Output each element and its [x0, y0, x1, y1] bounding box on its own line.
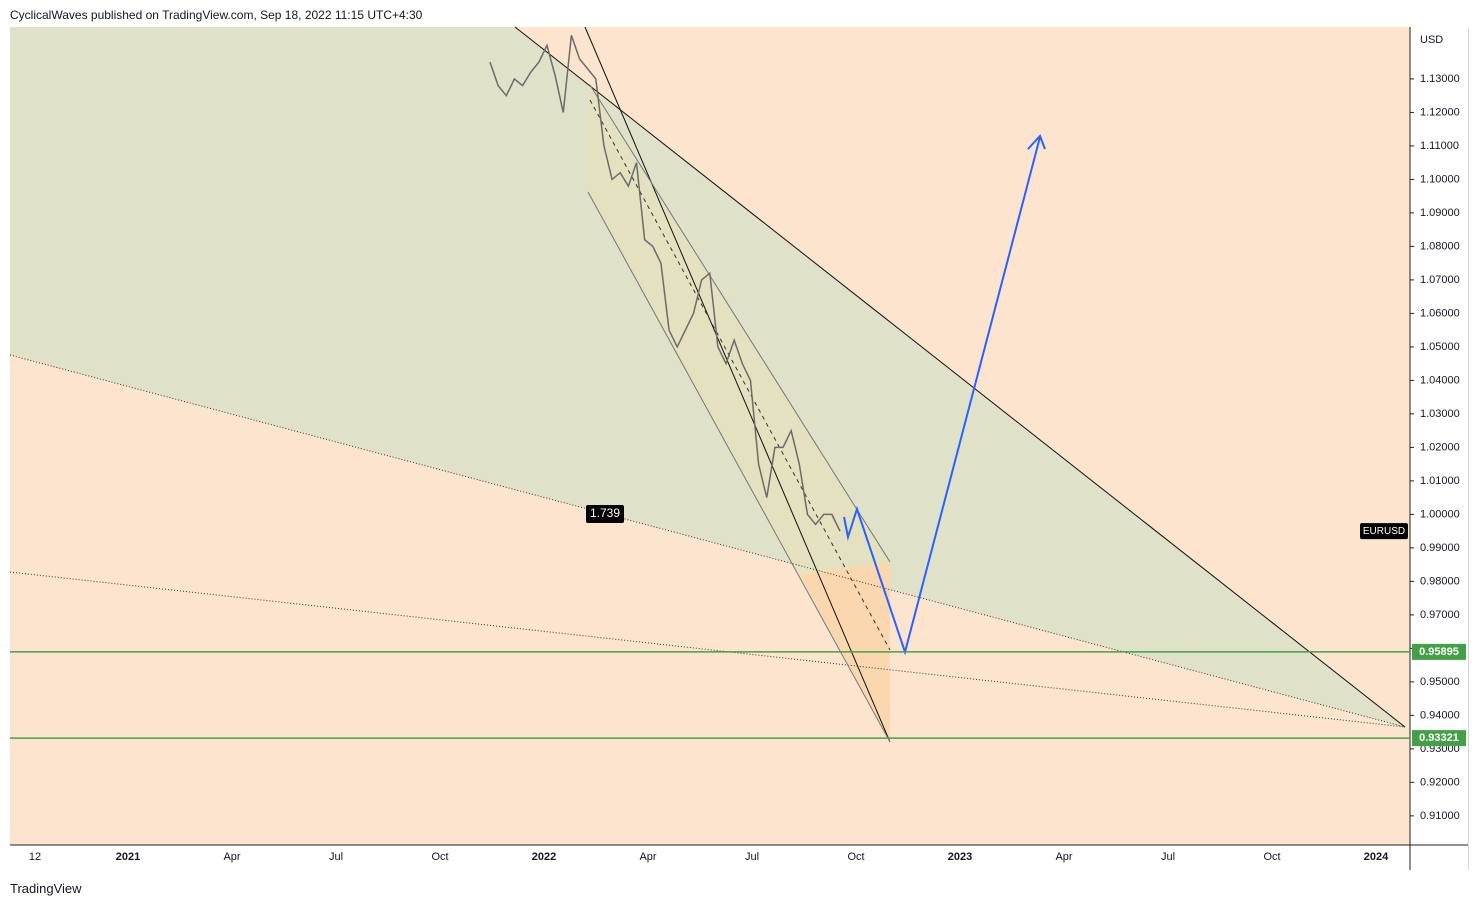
- y-tick-label: 1.00000: [1420, 508, 1460, 520]
- target-zone: [800, 562, 890, 742]
- green-zone: [10, 27, 1405, 727]
- x-tick-label: 2021: [116, 851, 140, 863]
- y-tick-label: 1.09000: [1420, 207, 1460, 219]
- y-tick-label: 1.04000: [1420, 374, 1460, 386]
- annotation-box: [586, 505, 624, 523]
- footer-logo: TradingView: [10, 881, 82, 896]
- y-tick-label: 1.05000: [1420, 341, 1460, 353]
- x-tick-label: Apr: [223, 851, 240, 863]
- trendline: [514, 26, 1406, 728]
- level-tag: [1412, 643, 1466, 660]
- level-tag: [1412, 730, 1466, 747]
- x-tick-label: Oct: [1263, 851, 1280, 863]
- y-tick-label: 1.02000: [1420, 441, 1460, 453]
- channel-midline: [589, 99, 891, 651]
- x-tick-label: 12: [29, 851, 41, 863]
- price-line: [489, 35, 841, 532]
- symbol-tag: [1360, 523, 1408, 540]
- arrow-head: [1027, 134, 1046, 150]
- y-tick-label: 1.07000: [1420, 274, 1460, 286]
- y-tick-label: 0.94000: [1420, 709, 1460, 721]
- x-tick-label: 2023: [948, 851, 972, 863]
- projection-arrow: [843, 136, 1041, 656]
- trendline: [584, 26, 891, 743]
- y-tick-label: 1.08000: [1420, 240, 1460, 252]
- y-tick-label: 0.97000: [1420, 609, 1460, 621]
- frame: [1468, 27, 1469, 870]
- price-unit: USD: [1420, 34, 1443, 46]
- y-tick-label: 1.12000: [1420, 106, 1460, 118]
- y-tick-label: 0.99000: [1420, 542, 1460, 554]
- y-tick-label: 1.06000: [1420, 307, 1460, 319]
- x-tick-label: Jul: [745, 851, 759, 863]
- x-tick-label: Apr: [639, 851, 656, 863]
- x-tick-label: Oct: [847, 851, 864, 863]
- y-tick-label: 1.13000: [1420, 73, 1460, 85]
- x-tick-label: Jul: [1161, 851, 1175, 863]
- y-tick-label: 0.98000: [1420, 575, 1460, 587]
- y-tick-label: 1.03000: [1420, 408, 1460, 420]
- y-tick-label: 0.93000: [1420, 743, 1460, 755]
- channel-fill: [588, 85, 890, 742]
- channel-line: [587, 191, 891, 743]
- background: [10, 27, 1410, 845]
- x-tick-label: Apr: [1055, 851, 1072, 863]
- publisher-header: CyclicalWaves published on TradingView.c…: [10, 8, 423, 22]
- y-tick-label: 0.91000: [1420, 810, 1460, 822]
- x-tick-label: Jul: [329, 851, 343, 863]
- y-tick-label: 0.96000: [1420, 642, 1460, 654]
- symbol-label: EURUSD: [1363, 526, 1405, 537]
- x-tick-label: 2022: [532, 851, 556, 863]
- dotted-trendline: [9, 571, 1406, 728]
- level-label: 0.93321: [1419, 732, 1459, 744]
- x-tick-label: 2024: [1364, 851, 1389, 863]
- channel-line: [589, 84, 891, 563]
- y-tick-label: 0.95000: [1420, 676, 1460, 688]
- x-tick-label: Oct: [431, 851, 448, 863]
- y-tick-label: 1.11000: [1420, 140, 1459, 152]
- level-label: 0.95895: [1419, 646, 1459, 658]
- annotation: 1.739: [590, 506, 620, 520]
- y-tick-label: 1.10000: [1420, 173, 1460, 185]
- y-tick-label: 0.92000: [1420, 776, 1460, 788]
- dotted-trendline: [9, 354, 1406, 728]
- y-tick-label: 1.01000: [1420, 475, 1460, 487]
